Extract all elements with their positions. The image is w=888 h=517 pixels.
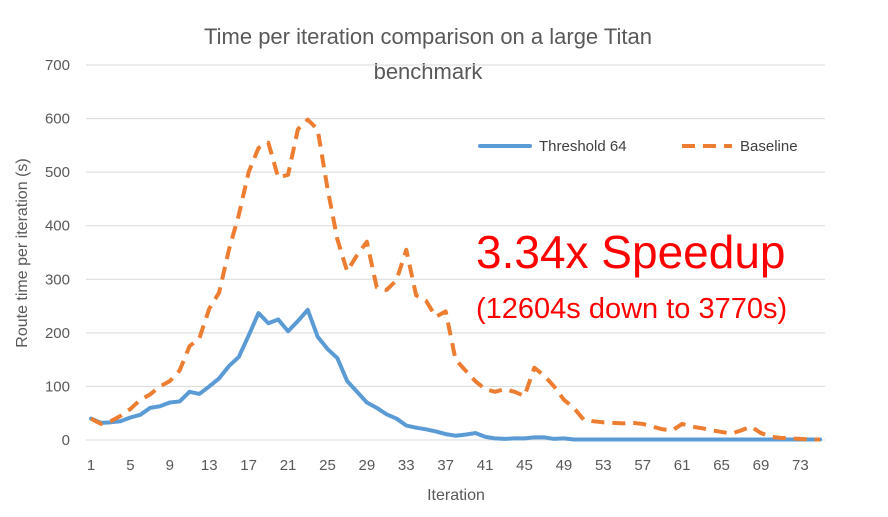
x-tick-label: 73 [792, 457, 809, 474]
x-tick-label: 21 [280, 457, 297, 474]
x-tick-label: 49 [556, 457, 573, 474]
x-tick-label: 53 [595, 457, 612, 474]
x-tick-label: 33 [398, 457, 415, 474]
y-tick-label: 600 [45, 111, 70, 128]
y-tick-label: 100 [45, 378, 70, 395]
y-tick-label: 300 [45, 271, 70, 288]
x-tick-label: 29 [359, 457, 376, 474]
speedup-detail-annotation: (12604s down to 3770s) [476, 293, 787, 325]
x-tick-label: 1 [87, 457, 95, 474]
x-tick-label: 45 [516, 457, 533, 474]
x-tick-label: 5 [126, 457, 134, 474]
legend-label-threshold-64: Threshold 64 [539, 138, 627, 155]
x-tick-label: 9 [166, 457, 174, 474]
y-axis-ticks: 0 100 200 300 400 500 600 700 [45, 57, 70, 449]
legend-label-baseline: Baseline [740, 138, 798, 155]
series-line-baseline [90, 117, 821, 442]
x-axis-ticks: 1 5 9 13 17 21 25 29 33 37 41 45 49 53 57 61 65 69 73 [87, 457, 809, 474]
series-lines [89, 117, 823, 442]
x-tick-label: 65 [713, 457, 730, 474]
x-tick-label: 13 [201, 457, 218, 474]
y-tick-label: 400 [45, 218, 70, 235]
y-tick-label: 700 [45, 57, 70, 74]
x-tick-label: 61 [674, 457, 691, 474]
x-tick-label: 57 [634, 457, 651, 474]
x-tick-label: 37 [437, 457, 454, 474]
y-axis-title: Route time per iteration (s) [14, 158, 31, 347]
x-tick-label: 17 [240, 457, 257, 474]
series-line-threshold-64 [89, 307, 823, 442]
x-tick-label: 25 [319, 457, 336, 474]
y-tick-label: 500 [45, 164, 70, 181]
chart-title-line: Time per iteration comparison on a large… [204, 24, 652, 49]
chart-title: Time per iteration comparison on a large… [204, 24, 652, 84]
y-tick-label: 200 [45, 325, 70, 342]
x-tick-label: 41 [477, 457, 494, 474]
gridlines [86, 64, 825, 387]
y-tick-label: 0 [62, 432, 70, 449]
speedup-annotation: 3.34x Speedup [476, 226, 786, 278]
chart-title-line: benchmark [374, 59, 484, 84]
legend: Threshold 64 Baseline [478, 138, 798, 155]
x-tick-label: 69 [753, 457, 770, 474]
x-axis-title: Iteration [427, 487, 485, 504]
